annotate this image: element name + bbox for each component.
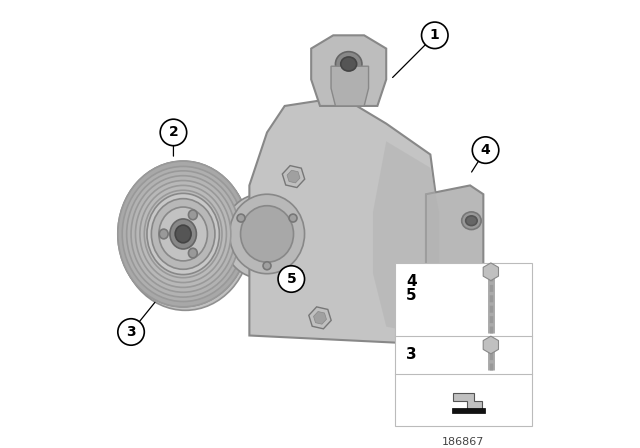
Ellipse shape: [289, 214, 297, 222]
Ellipse shape: [241, 206, 294, 262]
Ellipse shape: [466, 278, 477, 287]
Ellipse shape: [461, 274, 481, 291]
Circle shape: [422, 22, 448, 48]
Ellipse shape: [230, 194, 305, 274]
Ellipse shape: [237, 214, 245, 222]
Text: 3: 3: [406, 348, 417, 362]
Ellipse shape: [335, 52, 362, 76]
Ellipse shape: [188, 248, 197, 258]
Ellipse shape: [175, 225, 191, 243]
Polygon shape: [426, 185, 483, 318]
Polygon shape: [453, 393, 481, 409]
Ellipse shape: [144, 190, 222, 278]
Circle shape: [278, 266, 305, 292]
Polygon shape: [311, 35, 386, 106]
Polygon shape: [250, 97, 439, 345]
Ellipse shape: [263, 262, 271, 270]
Circle shape: [472, 137, 499, 164]
Ellipse shape: [118, 161, 248, 307]
Circle shape: [160, 119, 187, 146]
Ellipse shape: [136, 181, 231, 287]
Polygon shape: [373, 141, 439, 336]
Bar: [452, 408, 484, 413]
Text: 4: 4: [406, 274, 417, 289]
Polygon shape: [331, 66, 369, 106]
Ellipse shape: [466, 216, 477, 226]
Text: 1: 1: [430, 28, 440, 42]
Ellipse shape: [232, 204, 289, 268]
Text: 5: 5: [406, 288, 417, 303]
Text: 4: 4: [481, 143, 490, 157]
Ellipse shape: [140, 185, 227, 283]
Ellipse shape: [131, 176, 236, 292]
Ellipse shape: [159, 229, 168, 239]
Ellipse shape: [122, 166, 244, 302]
Ellipse shape: [461, 212, 481, 229]
Text: 3: 3: [126, 325, 136, 339]
Ellipse shape: [159, 207, 207, 261]
Ellipse shape: [223, 194, 298, 278]
Bar: [395, 263, 532, 426]
Text: 2: 2: [168, 125, 179, 139]
Text: 5: 5: [287, 272, 296, 286]
Ellipse shape: [147, 194, 220, 275]
Ellipse shape: [340, 57, 356, 71]
Ellipse shape: [170, 219, 196, 249]
Circle shape: [118, 319, 144, 345]
Ellipse shape: [152, 198, 215, 269]
Ellipse shape: [127, 171, 239, 297]
Text: 186867: 186867: [442, 437, 484, 447]
Polygon shape: [196, 228, 256, 241]
Ellipse shape: [120, 165, 251, 310]
Ellipse shape: [118, 161, 248, 307]
Ellipse shape: [188, 210, 197, 220]
